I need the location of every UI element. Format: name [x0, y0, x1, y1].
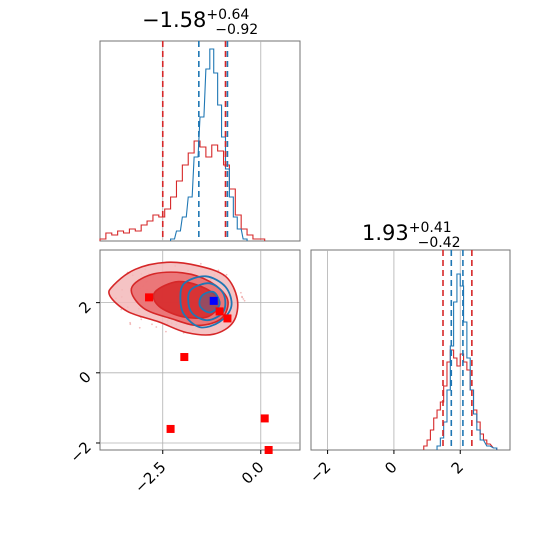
marginal-param2-panel: −2 0 2 1.93+0.41 −0.42: [306, 220, 511, 486]
joint-scatter-point-67: [155, 326, 158, 328]
marginal-param2-quantiles: [442, 250, 473, 450]
joint-y-ticks: −2 0 2: [66, 298, 100, 466]
joint-scatter-point-59: [241, 295, 243, 298]
joint-scatter-point-83: [243, 299, 246, 302]
joint-scatter-point-47: [217, 269, 220, 272]
joint-scatter-point-73: [242, 298, 245, 300]
joint-scatter-point-69: [225, 273, 228, 276]
joint-panel: −2.5 0.0 −2 0 2: [66, 249, 301, 497]
joint-scatter-point-26: [138, 326, 141, 329]
joint-scatter-point-84: [129, 321, 132, 324]
title-param1-plus: +0.64: [206, 7, 249, 23]
joint-y-tick-label-0: −2: [66, 438, 94, 466]
marginal-param1-blue-histogram: [170, 48, 248, 241]
joint-y-tick-label-1: 0: [75, 368, 94, 387]
marginal-param2-red-histogram: [423, 349, 498, 450]
title-param2-plus: +0.41: [409, 220, 452, 236]
title-param1-value: −1.58: [142, 8, 206, 32]
joint-scatter-point-63: [120, 308, 123, 311]
title-param1: −1.58+0.64 −0.92: [142, 7, 258, 38]
marginal-param2-frame: [310, 249, 511, 451]
joint-red-marker-4: [166, 424, 175, 433]
joint-red-marker-0: [145, 293, 154, 302]
marginal-param1-quantiles: [161, 41, 229, 241]
joint-markers: [145, 293, 273, 454]
marginal-param1-panel: −1.58+0.64 −0.92: [99, 7, 301, 242]
joint-red-marker-3: [180, 353, 189, 362]
joint-scatter-point-61: [239, 291, 242, 294]
joint-scatter-point-0: [241, 296, 244, 299]
joint-blue-contour-0: [179, 275, 233, 329]
marginal-param2-tick-label-0: −2: [306, 458, 334, 486]
marginal-param1-histograms: [99, 48, 266, 241]
joint-scatter-point-5: [151, 323, 153, 326]
joint-x-ticks: −2.5 0.0: [131, 450, 268, 497]
joint-scatter-point-62: [199, 262, 202, 265]
joint-red-marker-2: [223, 314, 232, 323]
joint-red-marker-6: [264, 446, 273, 454]
marginal-param1-red-histogram: [99, 140, 266, 241]
joint-x-tick-label-1: 0.0: [238, 458, 268, 488]
joint-y-tick-label-2: 2: [75, 298, 94, 317]
joint-scatter-point-60: [129, 323, 132, 326]
marginal-param2-tick-label-1: 0: [381, 458, 400, 477]
title-param2-minus: −0.42: [418, 235, 461, 251]
title-param2: 1.93+0.41 −0.42: [362, 220, 461, 251]
joint-scatter-point-20: [165, 330, 167, 333]
marginal-param2-tick-label-2: 2: [448, 458, 467, 477]
joint-scatter-point-13: [140, 318, 143, 321]
marginal-param2-ticks: −2 0 2: [306, 450, 467, 486]
joint-blue-contour-1: [187, 282, 227, 322]
joint-x-tick-label-0: −2.5: [131, 458, 169, 496]
joint-red-marker-1: [215, 307, 224, 316]
title-param1-minus: −0.92: [215, 22, 258, 38]
joint-red-marker-5: [260, 414, 269, 423]
title-param2-value: 1.93: [362, 221, 409, 245]
joint-truth-marker: [209, 296, 218, 305]
